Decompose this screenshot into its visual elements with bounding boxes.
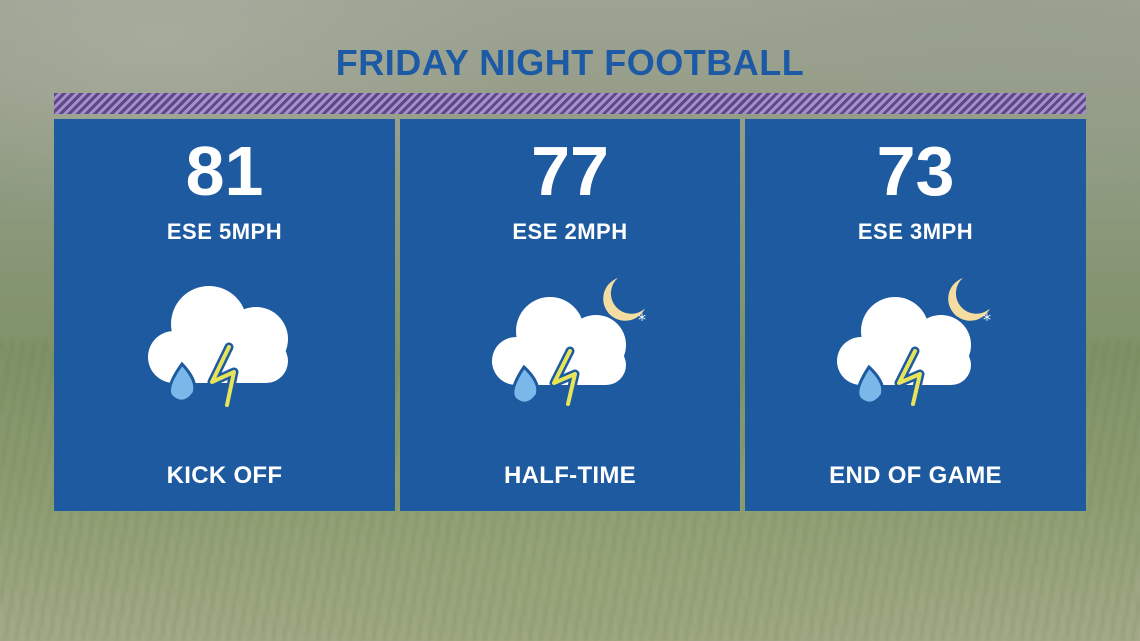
svg-text:*: *: [638, 310, 646, 329]
temperature-value: 77: [531, 132, 609, 210]
thunderstorm-icon: [148, 286, 288, 410]
forecast-panel-end-of-game: 73 ESE 3MPH * END OF GAME: [745, 119, 1086, 511]
period-label: HALF-TIME: [503, 462, 636, 489]
night-thunderstorm-icon: *: [837, 278, 991, 409]
decorative-stripe-bar: [54, 93, 1086, 114]
wind-value: ESE 2MPH: [512, 219, 628, 244]
period-label: END OF GAME: [829, 462, 1002, 489]
svg-text:*: *: [983, 310, 991, 329]
page-title: FRIDAY NIGHT FOOTBALL: [335, 42, 805, 83]
wind-value: ESE 3MPH: [857, 219, 974, 244]
temperature-value: 73: [876, 132, 955, 210]
period-label: KICK OFF: [166, 462, 283, 489]
forecast-panel-halftime: 77 ESE 2MPH * HALF-TIME: [400, 119, 740, 511]
forecast-panel-kickoff: 81 ESE 5MPH KICK OFF: [54, 119, 395, 511]
temperature-value: 81: [185, 132, 264, 210]
wind-value: ESE 5MPH: [166, 219, 283, 244]
night-thunderstorm-icon: *: [492, 278, 646, 409]
